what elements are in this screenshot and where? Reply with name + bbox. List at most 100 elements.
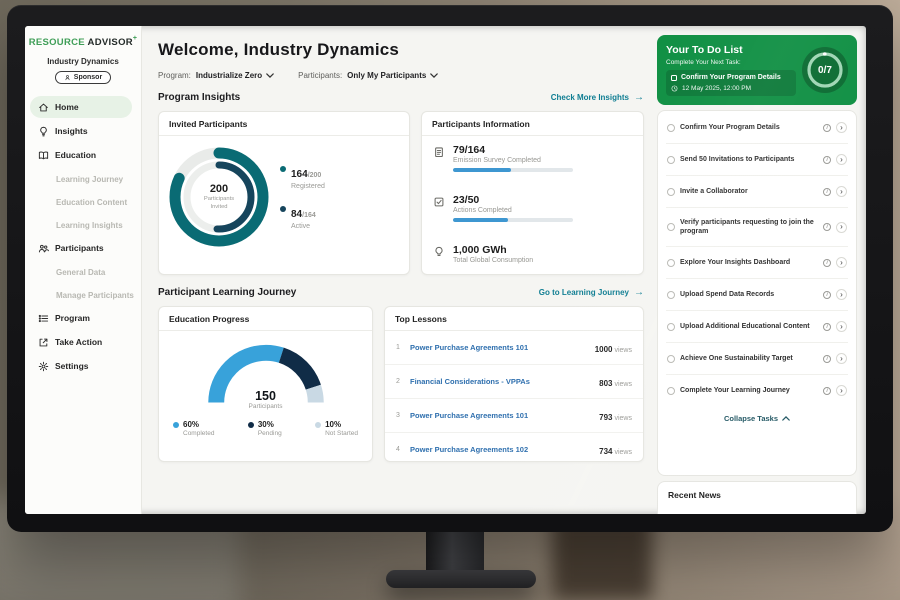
logo-plus: +: [132, 35, 138, 42]
education-progress-body: 150 Participants 60% Completed: [159, 331, 372, 437]
sidebar-item-program[interactable]: Program: [30, 307, 132, 329]
task-checkbox[interactable]: [667, 322, 675, 331]
info-icon[interactable]: i: [823, 123, 831, 132]
recent-news-title: Recent News: [668, 490, 721, 500]
invited-participants-body: 200 Participants Invited 164/200 Registe: [159, 136, 409, 258]
sidebar-item-label: Home: [55, 102, 79, 113]
participants-dropdown-value: Only My Participants: [347, 71, 427, 80]
sidebar-item-label: Education: [55, 150, 97, 161]
education-progress-card: Education Progress 150: [158, 306, 373, 462]
task-item-upload-spend-data[interactable]: Upload Spend Data Records i ›: [666, 279, 848, 312]
task-item-confirm-program[interactable]: Confirm Your Program Details i ›: [666, 112, 848, 144]
app-window: RESOURCE ADVISOR+ Industry Dynamics Spon…: [25, 26, 866, 514]
sidebar-item-settings[interactable]: Settings: [30, 355, 132, 377]
sponsor-badge[interactable]: Sponsor: [54, 71, 112, 85]
program-insights-header: Program Insights Check More Insights →: [158, 92, 644, 103]
chevron-right-icon[interactable]: ›: [836, 122, 847, 133]
info-icon[interactable]: i: [823, 386, 831, 395]
info-icon[interactable]: i: [823, 290, 831, 299]
sidebar-item-education-content[interactable]: Education Content: [25, 191, 141, 214]
info-icon[interactable]: i: [823, 322, 831, 331]
info-icon[interactable]: i: [823, 354, 831, 363]
monitor-stand-base: [386, 570, 536, 588]
task-checkbox[interactable]: [667, 386, 675, 395]
lesson-row: 1 Power Purchase Agreements 101 1000 view…: [385, 331, 643, 365]
program-filter: Program: Industrialize Zero: [158, 71, 274, 80]
sidebar-subitem-label: Education Content: [56, 198, 128, 208]
chevron-right-icon[interactable]: ›: [836, 186, 847, 197]
go-to-learning-journey-link[interactable]: Go to Learning Journey →: [538, 286, 644, 298]
invited-participants-donut-chart: 200 Participants Invited: [165, 143, 273, 251]
card-title: Invited Participants: [159, 112, 409, 136]
chevron-right-icon[interactable]: ›: [836, 385, 847, 397]
task-item-complete-learning-journey[interactable]: Complete Your Learning Journey i ›: [666, 375, 848, 406]
stat-emission-survey: 79/164 Emission Survey Completed: [433, 144, 632, 172]
task-item-explore-insights[interactable]: Explore Your Insights Dashboard i ›: [666, 247, 848, 280]
learning-journey-cards: Education Progress 150: [158, 306, 644, 462]
person-icon: [65, 75, 70, 81]
collapse-tasks-button[interactable]: Collapse Tasks: [666, 406, 848, 431]
info-icon[interactable]: i: [823, 223, 831, 232]
chevron-down-icon: [266, 73, 274, 78]
sidebar-item-label: Program: [55, 313, 90, 324]
sidebar-subitem-label: General Data: [56, 268, 106, 278]
task-item-achieve-sustainability-target[interactable]: Achieve One Sustainability Target i ›: [666, 343, 848, 376]
book-icon: [38, 150, 49, 161]
card-title: Education Progress: [159, 307, 372, 331]
chevron-right-icon[interactable]: ›: [836, 154, 847, 165]
top-lessons-card: Top Lessons 1 Power Purchase Agreements …: [384, 306, 644, 462]
sidebar-item-home[interactable]: Home: [30, 96, 132, 119]
list-icon: [38, 313, 49, 324]
lesson-link[interactable]: Power Purchase Agreements 102: [410, 445, 529, 454]
sidebar-item-insights[interactable]: Insights: [30, 120, 132, 142]
donut-center-label: 200 Participants Invited: [203, 182, 235, 210]
task-checkbox[interactable]: [667, 187, 675, 196]
task-checkbox[interactable]: [667, 258, 675, 267]
task-checkbox[interactable]: [667, 155, 675, 164]
sidebar-item-general-data[interactable]: General Data: [25, 261, 141, 284]
lesson-row: 4 Power Purchase Agreements 102 734 views: [385, 433, 643, 461]
lesson-link[interactable]: Power Purchase Agreements 101: [410, 343, 529, 352]
chevron-right-icon[interactable]: ›: [836, 257, 847, 269]
participants-filter: Participants: Only My Participants: [298, 71, 439, 80]
legend-dot: [315, 422, 322, 428]
sidebar-item-manage-participants[interactable]: Manage Participants: [25, 284, 141, 307]
filters-row: Program: Industrialize Zero Participants…: [158, 71, 644, 80]
main-content: Welcome, Industry Dynamics Program: Indu…: [142, 26, 657, 514]
sidebar-item-learning-insights[interactable]: Learning Insights: [25, 214, 141, 237]
task-item-upload-educational-content[interactable]: Upload Additional Educational Content i …: [666, 311, 848, 344]
lesson-link[interactable]: Power Purchase Agreements 101: [410, 411, 529, 420]
next-task-checkbox[interactable]: [671, 74, 677, 81]
chevron-right-icon[interactable]: ›: [836, 321, 847, 333]
participants-dropdown[interactable]: Only My Participants: [347, 71, 439, 80]
chevron-right-icon[interactable]: ›: [836, 289, 847, 301]
sidebar-nav: Home Insights Education Learning Journey: [25, 96, 141, 377]
lesson-link[interactable]: Financial Considerations - VPPAs: [410, 377, 530, 386]
task-item-send-invitations[interactable]: Send 50 Invitations to Participants i ›: [666, 144, 848, 176]
task-checkbox[interactable]: [667, 354, 675, 363]
check-more-insights-link[interactable]: Check More Insights →: [550, 91, 644, 103]
sidebar-item-education[interactable]: Education: [30, 144, 132, 166]
monitor-bezel: RESOURCE ADVISOR+ Industry Dynamics Spon…: [7, 5, 893, 532]
info-icon[interactable]: i: [823, 155, 831, 164]
legend-item-registered: 164/200 Registered: [280, 164, 325, 190]
chevron-right-icon[interactable]: ›: [836, 353, 847, 365]
sidebar-subitem-label: Learning Journey: [56, 175, 124, 185]
program-dropdown[interactable]: Industrialize Zero: [196, 71, 274, 80]
task-item-verify-participants[interactable]: Verify participants requesting to join t…: [666, 208, 848, 248]
task-item-invite-collaborator[interactable]: Invite a Collaborator i ›: [666, 176, 848, 208]
info-icon[interactable]: i: [823, 187, 831, 196]
sidebar-item-take-action[interactable]: Take Action: [30, 331, 132, 353]
sponsor-badge-label: Sponsor: [73, 74, 103, 82]
task-checkbox[interactable]: [667, 290, 675, 299]
chevron-right-icon[interactable]: ›: [836, 221, 847, 233]
lesson-row: 3 Power Purchase Agreements 101 793 views: [385, 399, 643, 433]
invited-participants-card: Invited Participants 200: [158, 111, 410, 275]
info-icon[interactable]: i: [823, 258, 831, 267]
legend-item-active: 84/164 Active: [280, 204, 325, 230]
sidebar-item-learning-journey[interactable]: Learning Journey: [25, 168, 141, 191]
sidebar-item-participants[interactable]: Participants: [30, 237, 132, 259]
task-checkbox[interactable]: [667, 223, 675, 232]
arrow-right-icon: →: [634, 91, 644, 103]
task-checkbox[interactable]: [667, 123, 675, 132]
